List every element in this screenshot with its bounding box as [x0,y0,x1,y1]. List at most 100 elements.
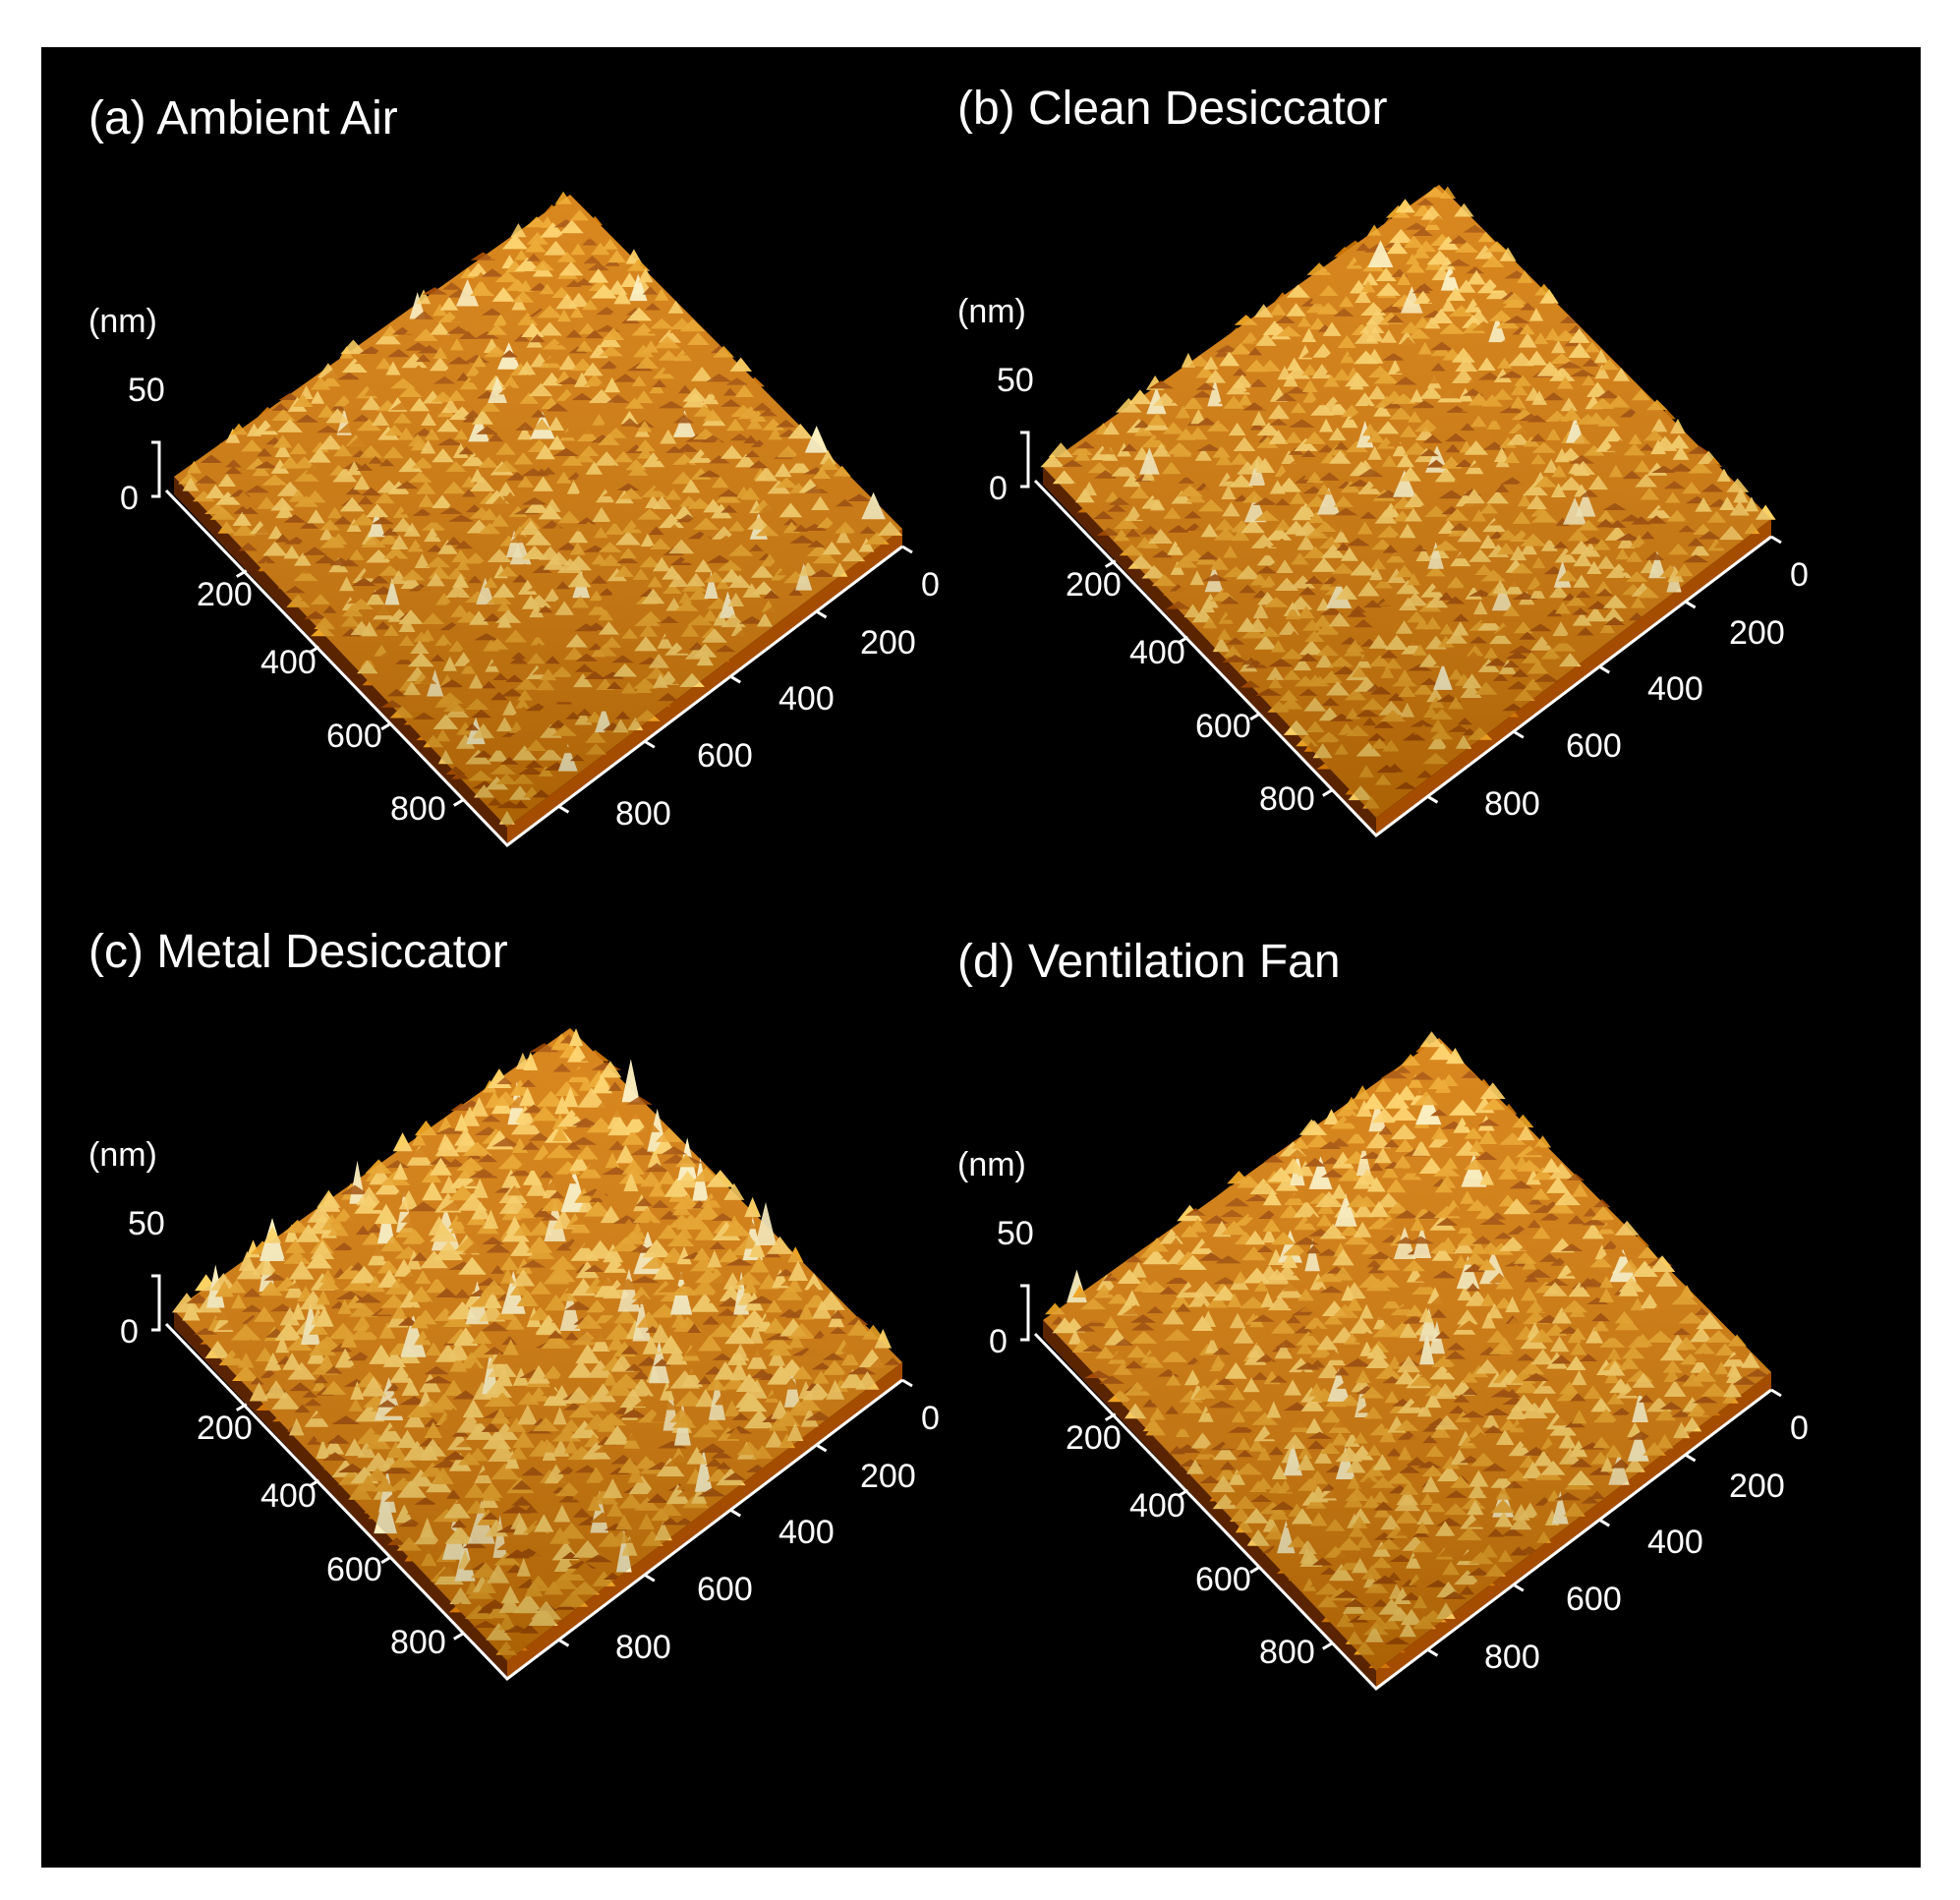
x-tick-mark-b [1177,635,1189,645]
y-tick-mark-c [815,1443,828,1453]
y-tick-mark-d [1598,1518,1610,1527]
z-tick-label-b: 50 [997,362,1034,399]
x-tick-mark-b [1104,559,1117,568]
y-tick-mark-c [557,1639,570,1647]
y-tick-mark-b [1684,600,1697,609]
y-tick-mark-c [644,1573,656,1583]
afm-figure-canvas: (a) Ambient Air(nm)500200400600800020040… [88,83,1809,1692]
x-tick-mark-c [308,1478,320,1488]
y-tick-label-b: 600 [1566,727,1622,765]
x-tick-label-d: 600 [1195,1561,1251,1598]
axes-d [1020,1284,1782,1692]
y-tick-mark-b [1770,535,1782,545]
x-tick-mark-c [380,1555,392,1565]
x-tick-label-b: 200 [1066,566,1122,604]
z-unit-label-d: (nm) [957,1146,1026,1183]
afm-surface-c [171,1028,902,1679]
z-tick-label-b: 0 [989,470,1008,507]
base-axis-d [1033,1332,1772,1692]
z-tick-label-d: 50 [997,1215,1034,1252]
x-tick-label-c: 800 [390,1624,446,1661]
z-scale-bar-a [151,440,161,498]
y-tick-mark-c [729,1508,741,1518]
x-tick-label-b: 600 [1195,708,1251,745]
x-tick-label-c: 600 [326,1551,382,1588]
y-tick-label-d: 400 [1647,1524,1703,1561]
panel-c: (c) Metal Desiccator(nm)5002004006008000… [88,926,940,1682]
afm-figure: (a) Ambient Air (nm) 50 0 200 400 600 800 0 200 40… [41,47,1921,1868]
y-tick-mark-d [1426,1648,1439,1657]
y-tick-label-a: 0 [921,566,940,604]
x-tick-mark-d [1177,1488,1189,1498]
y-tick-label-a: 800 [615,795,671,833]
x-tick-mark-a [308,645,320,655]
y-tick-mark-c [901,1378,913,1388]
y-tick-label-b: 200 [1729,614,1785,652]
axes-c [151,1274,913,1682]
y-tick-mark-a [644,739,656,749]
base-axis-b [1033,479,1772,838]
z-unit-label-b: (nm) [957,293,1026,330]
x-tick-mark-c [453,1632,465,1641]
z-tick-label-a: 50 [128,372,165,409]
z-tick-label-d: 0 [989,1323,1008,1360]
x-tick-label-d: 800 [1259,1634,1315,1671]
y-tick-mark-a [901,545,913,554]
y-tick-mark-d [1684,1453,1697,1463]
y-tick-mark-b [1426,795,1439,804]
base-axis-c [164,1322,903,1682]
x-tick-label-c: 200 [197,1410,253,1447]
x-tick-label-d: 400 [1129,1487,1185,1525]
y-tick-mark-b [1598,664,1610,674]
base-axis-a [164,489,903,848]
y-tick-label-c: 400 [778,1514,835,1551]
panel-title-c: (c) Metal Desiccator [88,926,508,978]
x-tick-label-a: 800 [390,790,446,828]
x-tick-mark-d [1249,1565,1261,1575]
y-tick-label-b: 0 [1790,556,1809,594]
y-tick-mark-d [1770,1388,1782,1398]
z-tick-label-a: 0 [120,480,139,517]
panel-b: (b) Clean Desiccator(nm)5002004006008000… [957,83,1809,838]
panel-d: (d) Ventilation Fan(nm)50020040060080002… [957,936,1809,1692]
x-tick-label-b: 800 [1259,780,1315,818]
x-tick-label-a: 200 [197,576,253,613]
y-tick-label-a: 400 [778,680,835,718]
y-tick-label-d: 200 [1729,1468,1785,1505]
y-tick-label-c: 200 [860,1458,916,1495]
x-tick-label-a: 600 [326,718,382,755]
x-tick-mark-c [235,1403,248,1411]
y-tick-mark-a [815,609,828,619]
x-tick-label-b: 400 [1129,634,1185,671]
z-tick-label-c: 50 [128,1205,165,1242]
y-tick-label-b: 400 [1647,670,1703,708]
z-unit-label-c: (nm) [88,1136,157,1174]
panel-title-b: (b) Clean Desiccator [957,83,1388,135]
y-tick-label-c: 800 [615,1629,671,1666]
afm-surface-a [174,191,903,845]
y-tick-mark-a [557,805,570,814]
panel-title-d: (d) Ventilation Fan [957,936,1341,988]
y-tick-mark-b [1513,729,1525,739]
y-tick-mark-d [1513,1583,1525,1592]
x-tick-mark-d [1322,1641,1334,1650]
axes-b [1020,431,1782,838]
x-tick-mark-b [1322,788,1334,797]
axes-a [151,440,913,848]
panel-title-a: (a) Ambient Air [88,92,398,144]
y-tick-label-d: 0 [1790,1410,1809,1447]
z-scale-bar-c [151,1274,161,1332]
y-tick-mark-a [729,674,741,684]
x-tick-label-d: 200 [1066,1419,1122,1457]
z-tick-label-c: 0 [120,1313,139,1351]
y-tick-label-a: 600 [697,737,753,775]
afm-surface-d [1043,1031,1771,1689]
panel-a: (a) Ambient Air(nm)500200400600800020040… [88,92,940,848]
y-tick-label-c: 600 [697,1571,753,1608]
x-tick-label-a: 400 [260,644,317,681]
y-tick-label-c: 0 [921,1400,940,1437]
x-tick-mark-b [1249,712,1261,721]
z-scale-bar-b [1020,431,1030,489]
y-tick-label-d: 800 [1484,1639,1540,1676]
x-tick-label-c: 400 [260,1477,317,1515]
